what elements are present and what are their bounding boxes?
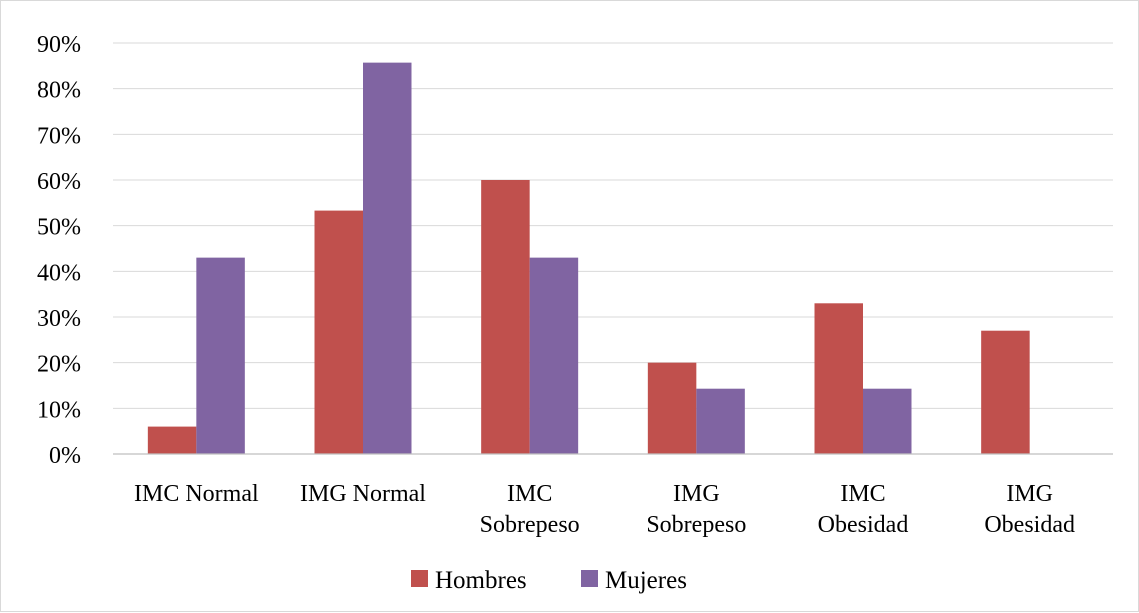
bar-hombres-2 (481, 180, 530, 454)
bars (147, 62, 1030, 455)
y-tick-label: 30% (37, 306, 81, 332)
bar-hombres-3 (647, 362, 697, 454)
bar-hombres-5 (981, 330, 1030, 454)
y-tick-label: 40% (37, 260, 81, 286)
bar-hombres-4 (814, 303, 863, 454)
gridlines (113, 42, 1113, 409)
y-tick-label: 10% (37, 397, 81, 423)
x-category-label: IMC Normal (134, 481, 259, 507)
y-tick-label: 90% (37, 32, 81, 58)
legend-swatch-hombres (411, 570, 428, 587)
y-tick-label: 60% (37, 169, 81, 195)
x-category-label: IMG Obesidad (984, 481, 1075, 538)
bar-mujeres-1 (363, 62, 412, 455)
x-category-label: IMG Sobrepeso (646, 481, 746, 538)
legend-label-hombres: Hombres (435, 567, 527, 594)
bar-mujeres-3 (696, 388, 745, 454)
x-category-label: IMC Sobrepeso (480, 481, 580, 538)
legend-swatch-mujeres (581, 570, 598, 587)
bar-mujeres-0 (196, 257, 245, 454)
bar-hombres-0 (147, 426, 197, 454)
y-tick-label: 70% (37, 123, 81, 149)
x-category-labels: IMC Normal IMG Normal IMC Sobrepeso IMG Sobre… (134, 481, 1075, 538)
bar-mujeres-2 (529, 257, 579, 454)
y-tick-labels: 0% 10% 20% 30% 40% 50% 60% 70% 80% 90% (37, 32, 81, 469)
legend: Hombres Mujeres (411, 567, 687, 594)
y-tick-label: 50% (37, 215, 81, 241)
bar-hombres-1 (314, 210, 363, 454)
y-tick-label: 20% (37, 352, 81, 378)
bar-mujeres-4 (863, 388, 912, 454)
legend-label-mujeres: Mujeres (605, 567, 687, 594)
x-category-label: IMC Obesidad (818, 481, 909, 538)
y-tick-label: 80% (37, 78, 81, 104)
y-tick-label: 0% (49, 443, 81, 469)
x-category-label: IMG Normal (300, 481, 426, 507)
